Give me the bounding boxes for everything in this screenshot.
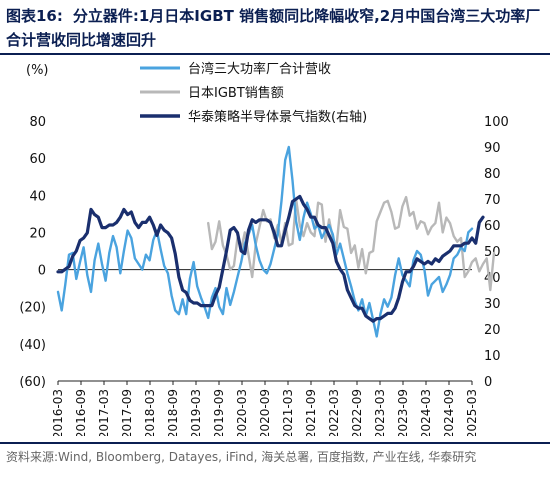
plot-area xyxy=(56,145,496,338)
right-tick-label: 80 xyxy=(484,167,501,182)
right-tick-label: 100 xyxy=(484,115,509,130)
legend-label: 台湾三大功率厂合计营收 xyxy=(188,61,331,77)
left-tick-label: 20 xyxy=(29,226,46,241)
legend-label: 日本IGBT销售额 xyxy=(188,85,284,101)
right-tick-label: 60 xyxy=(484,219,501,234)
series-line-0 xyxy=(56,145,474,338)
x-tick-label: 2022-03 xyxy=(327,389,341,436)
x-tick-label: 2019-03 xyxy=(189,389,203,436)
x-tick-label: 2024-03 xyxy=(419,389,433,436)
left-tick-label: 40 xyxy=(29,189,46,204)
x-tick-label: 2021-03 xyxy=(281,389,295,436)
x-tick-label: 2020-09 xyxy=(258,389,272,436)
x-tick-label: 2023-09 xyxy=(396,389,410,436)
left-tick-label: (60) xyxy=(19,375,46,390)
x-tick-label: 2021-09 xyxy=(304,389,318,436)
x-tick-label: 2022-09 xyxy=(350,389,364,436)
figure-title: 分立器件:1月日本IGBT 销售额同比降幅收窄,2月中国台湾三大功率厂合计营收同… xyxy=(6,7,541,49)
left-axis-unit: (%) xyxy=(26,63,49,78)
x-tick-label: 2019-09 xyxy=(212,389,226,436)
right-tick-label: 90 xyxy=(484,141,501,156)
left-tick-label: 60 xyxy=(29,152,46,167)
right-tick-label: 0 xyxy=(484,375,492,390)
x-tick-label: 2025-03 xyxy=(465,389,479,436)
source-rule xyxy=(0,442,550,444)
series-line-1 xyxy=(207,195,496,292)
right-tick-label: 70 xyxy=(484,193,501,208)
left-tick-label: (20) xyxy=(19,301,46,316)
left-tick-label: 0 xyxy=(38,264,46,279)
chart-axes: 806040200(20)(40)(60)(%)1009080706050403… xyxy=(19,63,509,436)
x-tick-label: 2018-03 xyxy=(143,389,157,436)
x-tick-label: 2018-09 xyxy=(166,389,180,436)
left-tick-label: (40) xyxy=(19,338,46,353)
line-chart: 806040200(20)(40)(60)(%)1009080706050403… xyxy=(19,61,509,436)
right-tick-label: 50 xyxy=(484,245,501,260)
x-tick-label: 2023-03 xyxy=(373,389,387,436)
source-note: 资料来源:Wind, Bloomberg, Datayes, iFind, 海关… xyxy=(6,450,477,464)
right-tick-label: 20 xyxy=(484,323,501,338)
title-rule xyxy=(0,53,550,55)
legend-label: 华泰策略半导体景气指数(右轴) xyxy=(188,109,367,125)
x-tick-label: 2017-09 xyxy=(120,389,134,436)
figure-number: 图表16: xyxy=(6,7,63,25)
x-tick-label: 2016-03 xyxy=(51,389,65,436)
left-tick-label: 80 xyxy=(29,115,46,130)
right-tick-label: 30 xyxy=(484,297,501,312)
x-tick-label: 2016-09 xyxy=(74,389,88,436)
x-tick-label: 2024-09 xyxy=(442,389,456,436)
right-tick-label: 10 xyxy=(484,349,501,364)
x-tick-label: 2017-03 xyxy=(97,389,111,436)
x-tick-label: 2020-03 xyxy=(235,389,249,436)
series-line-2 xyxy=(56,194,485,323)
chart-title: 图表16: 分立器件:1月日本IGBT 销售额同比降幅收窄,2月中国台湾三大功率厂… xyxy=(6,4,544,52)
